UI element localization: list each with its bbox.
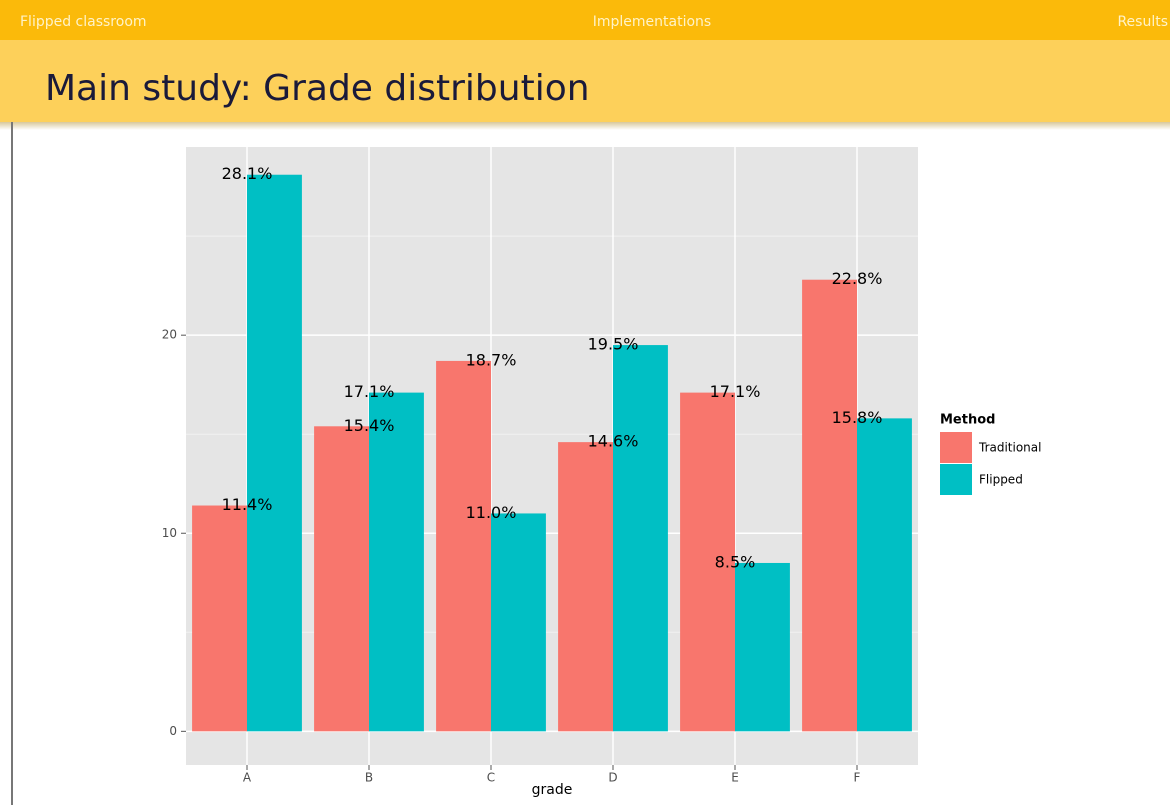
data-label: 15.4% <box>344 416 395 435</box>
x-axis-title: grade <box>532 782 573 798</box>
nav-item[interactable]: Flipped classroom <box>20 14 147 30</box>
data-label: 14.6% <box>588 432 639 451</box>
bar <box>613 345 668 732</box>
nav-item[interactable]: Implementations <box>593 14 711 30</box>
x-tick-label: F <box>854 771 861 785</box>
x-tick-label: A <box>243 771 252 785</box>
bar <box>369 392 424 732</box>
bar <box>436 360 491 732</box>
x-tick-label: D <box>608 771 617 785</box>
data-label: 11.0% <box>466 503 517 522</box>
legend-label: Traditional <box>978 441 1041 455</box>
y-tick-label: 10 <box>162 526 177 540</box>
legend-label: Flipped <box>979 473 1023 487</box>
bar <box>558 442 613 732</box>
bar <box>802 279 857 732</box>
data-label: 8.5% <box>715 552 756 571</box>
plot-panel <box>186 147 918 765</box>
data-label: 19.5% <box>588 335 639 354</box>
nav-bar <box>0 0 1170 40</box>
bar <box>491 513 546 732</box>
data-label: 17.1% <box>710 382 761 401</box>
y-tick-label: 20 <box>162 328 177 342</box>
nav-item[interactable]: Results <box>1117 14 1168 30</box>
data-label: 28.1% <box>222 164 273 183</box>
bar <box>680 392 735 732</box>
legend-key <box>940 464 972 495</box>
bar <box>247 174 302 732</box>
x-tick-label: C <box>487 771 495 785</box>
data-label: 22.8% <box>832 269 883 288</box>
bar <box>735 562 790 732</box>
bar <box>192 505 247 732</box>
data-label: 11.4% <box>222 495 273 514</box>
title-shadow <box>0 122 1170 130</box>
x-tick-label: E <box>731 771 739 785</box>
legend-key <box>940 432 972 463</box>
y-tick-label: 0 <box>169 724 177 738</box>
data-label: 17.1% <box>344 382 395 401</box>
data-label: 18.7% <box>466 350 517 369</box>
bar <box>857 418 912 732</box>
data-label: 15.8% <box>832 408 883 427</box>
bar <box>314 426 369 732</box>
slide-title: Main study: Grade distribution <box>45 68 590 109</box>
title-bar <box>0 40 1170 122</box>
legend-title: Method <box>940 413 995 428</box>
x-tick-label: B <box>365 771 373 785</box>
